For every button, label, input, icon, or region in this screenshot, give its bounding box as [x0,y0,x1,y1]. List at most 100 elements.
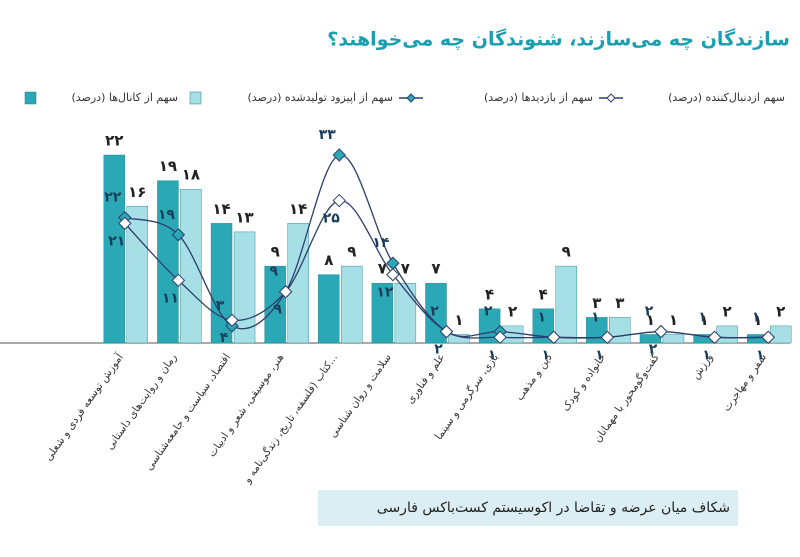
line-value-label: ۱ [537,309,546,325]
bar-value-label: ۷ [431,260,440,278]
line-marker [278,285,293,299]
bar-value-label: ۱۸ [182,166,200,184]
caption: شکاف میان عرضه و تقاضا در اکوسیستم کست‌ب… [377,500,730,516]
bar-value-label: ۱ [646,311,655,329]
line-value-label: ۱۹ [158,207,176,223]
legend-label: سهم از بازدیدها (درصد) [484,91,593,104]
bar-value-label: ۱۴ [289,200,307,218]
line-value-label: ۲۲ [104,190,122,206]
bar-value-label: ۲ [776,302,785,320]
legend-label: سهم از کانال‌ها (درصد) [71,91,178,104]
line-marker [547,330,561,345]
line-value-label: ۹ [273,302,282,318]
caption-box [318,490,738,526]
line-marker [225,313,239,327]
line-marker [118,216,132,231]
bar-value-label: ۱ [454,311,463,329]
bar-value-label: ۲۲ [105,132,123,150]
line-value-label: ۱ [698,309,707,325]
bar [180,188,202,344]
line-marker [332,193,346,208]
line-marker [439,324,454,339]
x-tick-label: سلامت و روان شناسی [327,352,394,440]
bar-value-label: ۱ [699,311,708,329]
line-marker [171,228,186,242]
bar [716,325,738,344]
bar [103,154,126,344]
line-value-label: ۱ [591,309,600,325]
bar-value-label: ۱۹ [159,157,177,175]
bar [662,334,685,344]
bar [639,334,662,344]
line-value-label: ۹ [269,264,278,280]
legend-label: سهم ازدنبال‌کننده (درصد) [668,91,785,104]
line-marker [171,273,186,288]
x-tick-label: علم و فناوری [404,352,447,407]
line-marker [654,324,668,339]
bar-value-label: ۱ [753,311,762,329]
bar-value-label: ۱۳ [235,208,253,226]
line-value-label: ۱۲ [376,285,394,301]
line-value-label: ۱ [541,347,550,363]
bar-value-label: ۷ [401,260,410,278]
line-value-label: ۱ [702,347,711,363]
line-value-label: ۱ [752,309,761,325]
bar-value-label: ۲ [508,302,517,320]
bar [394,282,417,344]
line-value-label: ۲ [645,304,654,320]
line-value-label: ۲ [434,342,443,358]
line-value-label: ۱۴ [372,235,390,251]
line-marker [600,330,615,345]
bar-value-label: ۱ [669,311,678,329]
bar-value-label: ۴ [485,285,494,303]
bar [287,223,309,344]
bar [501,325,524,344]
line-value-label: ۱ [488,347,497,363]
bar [555,265,577,344]
line-value-label: ۳۳ [319,127,337,143]
line-value-label: ۱۱ [162,290,179,306]
bar-value-label: ۱۴ [212,200,230,218]
legend-swatch [24,91,37,105]
x-tick-label: کتاب (فلسفه، تاریخ، زندگی‌نامه و... [240,351,340,486]
bar-value-label: ۲ [722,302,731,320]
bar [233,231,256,344]
line-value-label: ۴ [220,330,229,346]
bar-value-label: ۷ [378,260,387,278]
line-value-label: ۲۵ [323,211,341,227]
line-value-label: ۲ [649,342,658,358]
bar [210,223,233,344]
line-marker [707,330,722,345]
line-value-label: ۱ [595,347,604,363]
line-value-label: ۳ [216,298,225,314]
line-value-label: ۱ [756,347,765,363]
line-value-label: ۲ [430,304,439,320]
bar-value-label: ۹ [347,243,356,261]
line-marker [386,256,400,270]
legend-swatch [189,91,202,105]
bar [126,206,149,344]
bar-value-label: ۹ [271,243,280,261]
bar-value-label: ۳ [592,294,601,312]
bar [157,180,179,344]
bar [532,308,554,344]
legend-label: سهم از اپیزود تولیدشده (درصد) [247,91,393,104]
line-value-label: ۲ [484,304,493,320]
line-marker [493,330,507,345]
bar [371,282,394,344]
bar-value-label: ۱۶ [128,183,146,201]
bar-value-label: ۳ [615,294,624,312]
line-value-label: ۲۱ [108,233,125,249]
bar-value-label: ۹ [562,243,571,261]
line-marker [332,148,346,162]
line-marker [386,267,400,282]
bar [264,265,286,344]
legend-marker [606,93,616,103]
chart-title: سازندگان چه می‌سازند، شنوندگان چه می‌خوا… [327,28,790,51]
bar [318,274,340,344]
legend-marker [406,93,416,103]
bar [341,265,363,344]
bar-value-label: ۸ [324,251,333,269]
bar [448,334,470,344]
